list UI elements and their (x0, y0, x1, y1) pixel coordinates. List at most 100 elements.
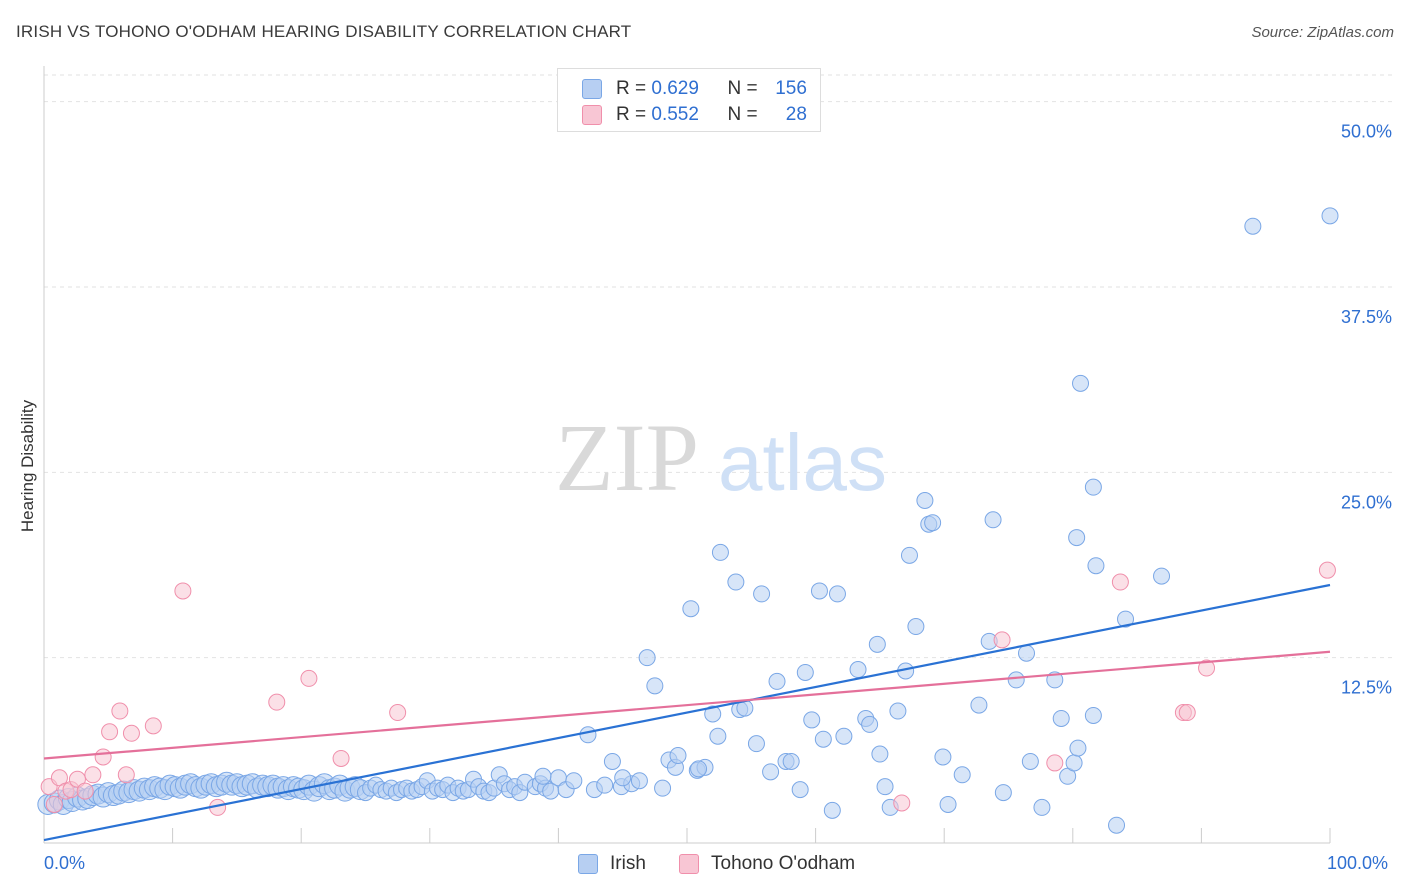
irish-r-value: 0.629 (651, 78, 699, 99)
irish-point-139 (861, 715, 879, 733)
tohono-point-17 (300, 669, 318, 687)
source-label: Source: ZipAtlas.com (1251, 24, 1394, 41)
irish-point-128 (782, 752, 800, 770)
watermark: ZIP atlas (555, 404, 887, 511)
irish-trend-line (43, 583, 1331, 842)
irish-point-144 (889, 702, 907, 720)
tohono-point-16 (268, 693, 286, 711)
tohono-point-1 (45, 795, 63, 813)
irish-point-165 (1065, 754, 1083, 772)
irish-point-108 (638, 649, 656, 667)
irish-point-170 (1153, 567, 1171, 585)
irish-point-163 (1052, 709, 1070, 727)
y-axis-label: Hearing Disability (18, 399, 37, 533)
irish-point-173 (1072, 374, 1090, 392)
tohono-point-19 (389, 704, 407, 722)
irish-point-110 (654, 779, 672, 797)
irish-point-100 (565, 772, 583, 790)
series-legend: Irish Tohono O'odham (0, 852, 1406, 878)
y-tick-label-0: 12.5% (1341, 678, 1392, 698)
y-tick-labels: 12.5% 25.0% 37.5% 50.0% (1341, 122, 1392, 698)
irish-point-117 (704, 705, 722, 723)
tohono-point-11 (117, 766, 135, 784)
irish-point-125 (762, 763, 780, 781)
irish-point-118 (709, 727, 727, 745)
irish-point-126 (768, 672, 786, 690)
stats-legend: R = 0.629 N = 156 R = 0.552 N = 28 (557, 68, 821, 132)
irish-point-156 (984, 511, 1002, 529)
tohono-point-23 (1111, 573, 1129, 591)
irish-point-174 (1084, 478, 1102, 496)
irish-point-167 (1084, 706, 1102, 724)
tohono-point-5 (68, 770, 86, 788)
tohono-point-22 (1046, 754, 1064, 772)
irish-point-179 (534, 767, 552, 785)
irish-point-130 (796, 663, 814, 681)
y-tick-label-1: 25.0% (1341, 492, 1392, 512)
irish-point-150 (924, 514, 942, 532)
irish-legend-label: Irish (610, 853, 646, 874)
n-label: N = (727, 104, 758, 125)
legend-irish-text: R = 0.629 N = 156 (616, 78, 807, 100)
chart-title: IRISH VS TOHONO O'ODHAM HEARING DISABILI… (16, 22, 632, 41)
data-points (37, 207, 1339, 834)
tohono-trend-line (43, 650, 1331, 760)
irish-point-124 (753, 585, 771, 603)
tohono-swatch (582, 105, 602, 125)
y-tick-label-3: 50.0% (1341, 122, 1392, 142)
irish-point-171 (1244, 217, 1262, 235)
irish-point-107 (630, 772, 648, 790)
legend-tohono-text: R = 0.552 N = 28 (616, 104, 807, 126)
irish-point-119 (711, 543, 729, 561)
tohono-point-25 (1178, 704, 1196, 722)
irish-point-176 (1321, 207, 1339, 225)
irish-point-158 (1007, 671, 1025, 689)
axes (43, 66, 1331, 844)
r-label: R = (616, 104, 647, 125)
irish-point-161 (1033, 798, 1051, 816)
irish-point-133 (814, 730, 832, 748)
n-label: N = (727, 78, 758, 99)
irish-point-160 (1021, 752, 1039, 770)
irish-point-148 (916, 491, 934, 509)
irish-point-134 (823, 801, 841, 819)
watermark-zip: ZIP (555, 404, 699, 511)
irish-n-value: 156 (775, 78, 807, 99)
irish-legend-swatch (578, 854, 598, 874)
tohono-r-value: 0.552 (651, 104, 699, 125)
irish-point-172 (1068, 529, 1086, 547)
irish-point-137 (849, 661, 867, 679)
irish-point-135 (828, 585, 846, 603)
trend-lines (43, 583, 1331, 842)
irish-point-129 (791, 781, 809, 799)
tohono-point-27 (1318, 561, 1336, 579)
irish-point-146 (900, 546, 918, 564)
tohono-point-10 (111, 702, 129, 720)
irish-point-123 (747, 735, 765, 753)
irish-point-103 (596, 776, 614, 794)
irish-point-104 (603, 752, 621, 770)
y-axis-label-wrap: Hearing Disability (8, 400, 48, 532)
irish-point-132 (810, 582, 828, 600)
tohono-point-7 (84, 766, 102, 784)
tohono-point-12 (122, 724, 140, 742)
irish-point-147 (907, 618, 925, 636)
tohono-legend-label: Tohono O'odham (711, 853, 856, 874)
irish-point-157 (994, 784, 1012, 802)
irish-point-101 (579, 726, 597, 744)
irish-point-177 (690, 760, 708, 778)
tohono-point-6 (76, 782, 94, 800)
irish-point-120 (727, 573, 745, 591)
r-label: R = (616, 78, 647, 99)
tohono-legend-swatch (679, 854, 699, 874)
tohono-point-18 (332, 749, 350, 767)
tohono-point-21 (993, 631, 1011, 649)
irish-point-178 (614, 769, 632, 787)
irish-point-168 (1108, 816, 1126, 834)
watermark-atlas: atlas (718, 418, 887, 507)
grid-lines (44, 74, 1392, 659)
irish-point-136 (835, 727, 853, 745)
irish-point-151 (934, 748, 952, 766)
irish-point-114 (682, 600, 700, 618)
